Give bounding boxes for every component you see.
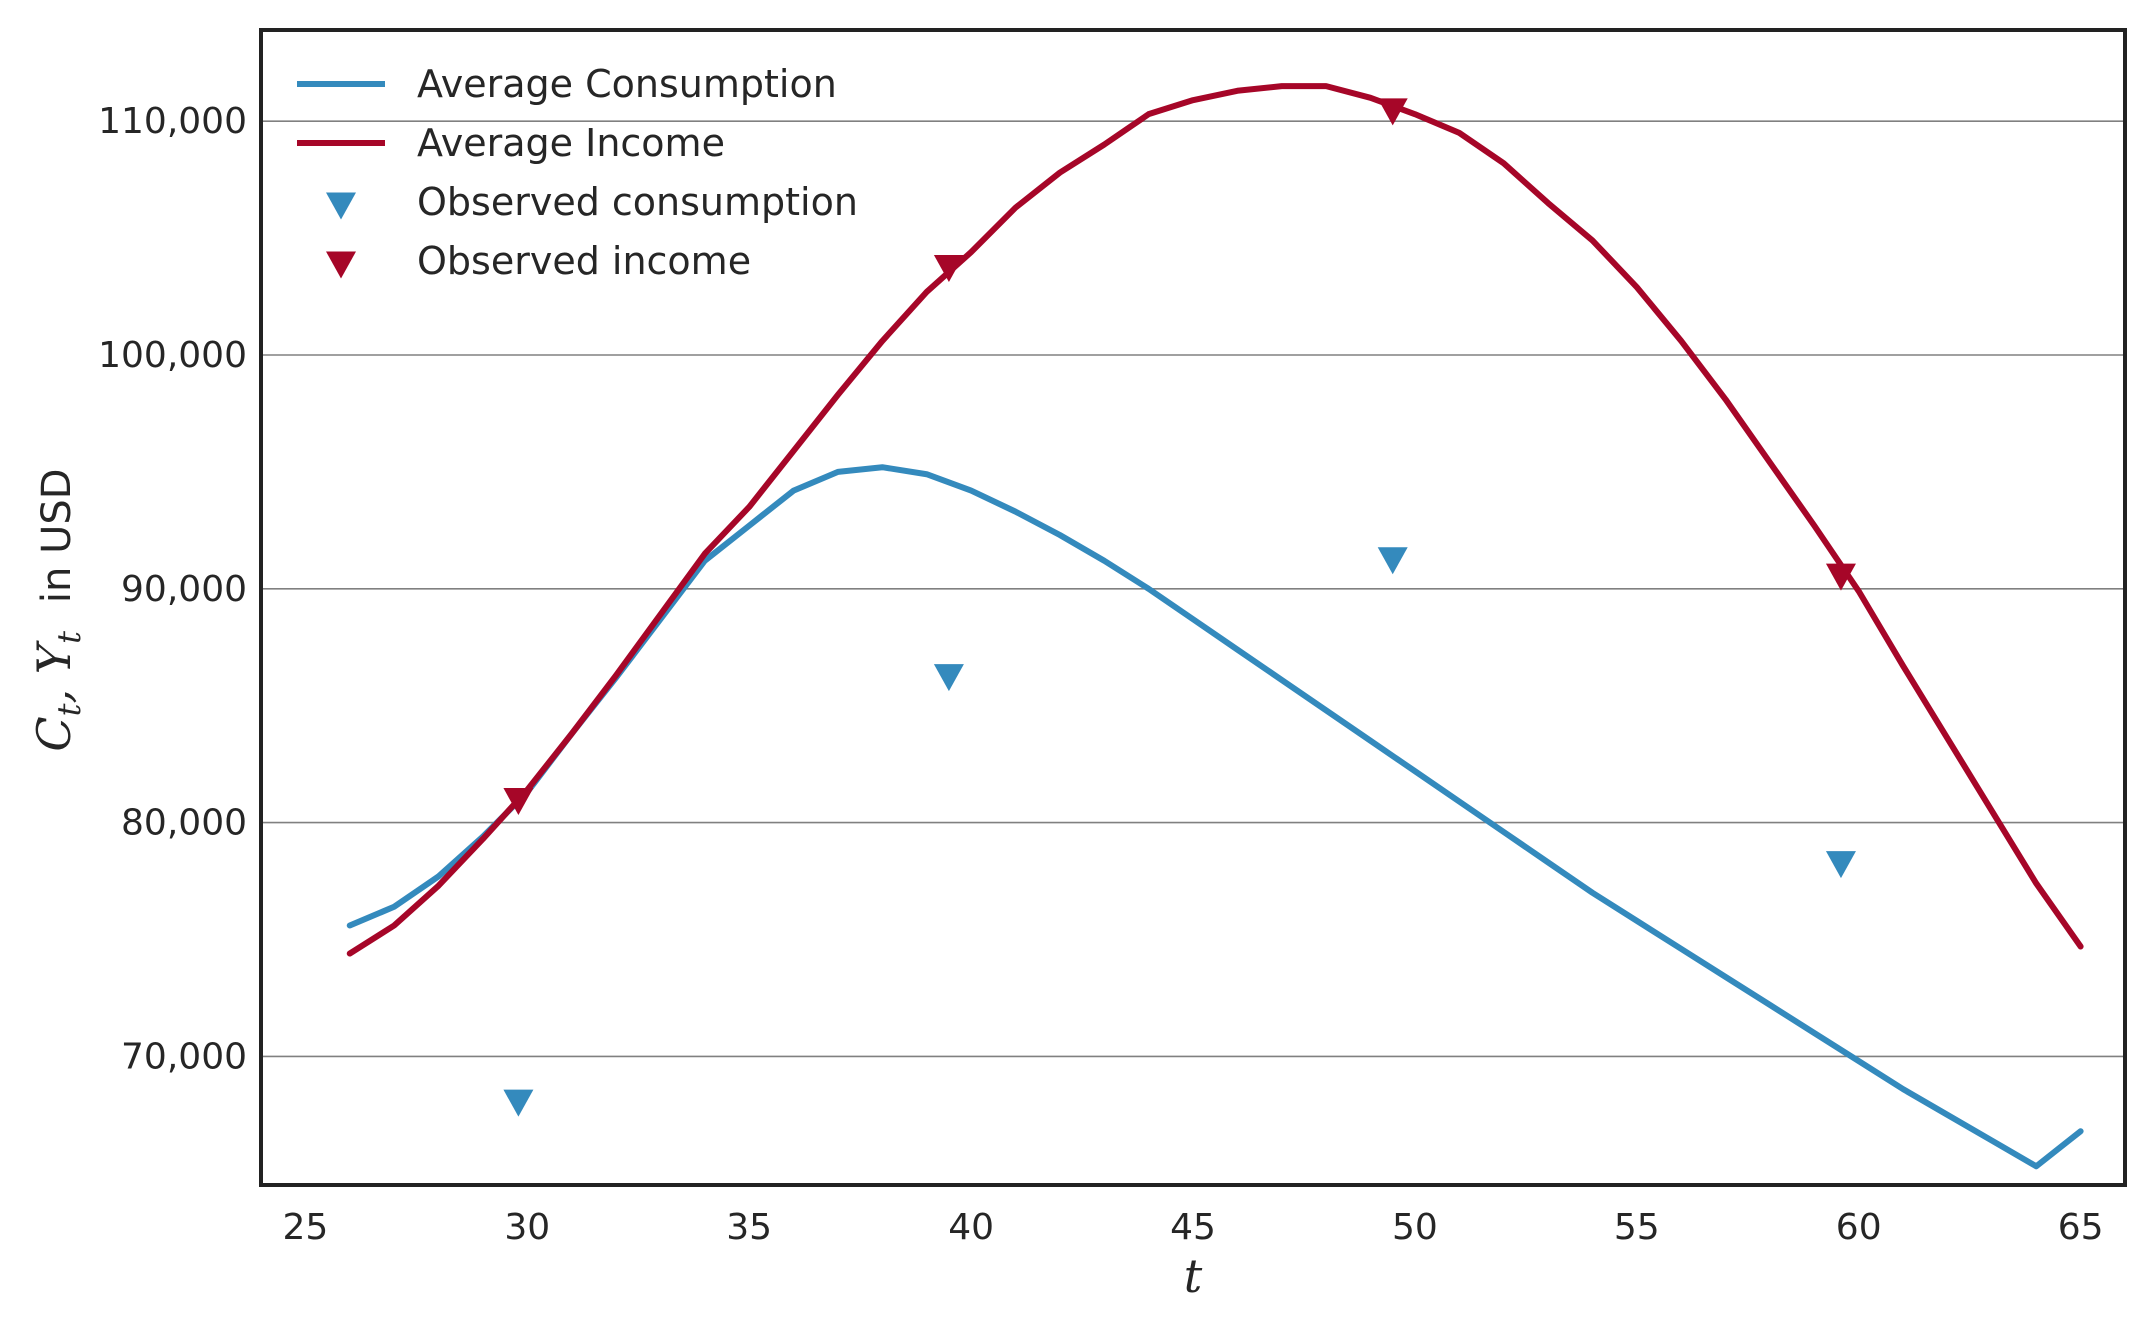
y-tick-label: 110,000: [98, 101, 247, 142]
y-axis-label: Ct, Yt in USD: [27, 468, 88, 751]
y-axis-label-comma: ,: [27, 674, 81, 703]
svg-text:Ct, Ytin USD: Ct, Yt in USD: [27, 468, 88, 751]
point-observed-income: [1825, 563, 1856, 591]
legend-swatch: [326, 251, 356, 279]
point-observed-income: [503, 788, 534, 816]
x-tick-label: 40: [948, 1207, 994, 1248]
x-axis-label: t: [1184, 1249, 1203, 1303]
y-axis-label-y: Y: [27, 639, 81, 674]
y-axis-label-c-sub: t: [50, 703, 88, 716]
x-tick-label: 50: [1392, 1207, 1438, 1248]
plot-frame: [259, 28, 2127, 1187]
x-tick-label: 65: [2058, 1207, 2104, 1248]
point-observed-income: [933, 254, 964, 282]
point-observed-income: [1377, 98, 1408, 126]
legend: Average Consumption Average Income Observe…: [297, 62, 858, 283]
y-axis-label-c: C: [27, 716, 81, 751]
plot-series: [346, 83, 2084, 1170]
legend-label: Observed consumption: [417, 180, 858, 224]
y-axis-label-units: in USD: [34, 468, 80, 603]
grid-lines: [261, 120, 2125, 1058]
series-line-average-income: [346, 83, 2084, 957]
point-observed-consumption: [503, 1089, 534, 1117]
legend-swatch: [326, 192, 356, 220]
y-tick-label: 90,000: [121, 569, 247, 610]
y-axis-label-y-sub: t: [50, 631, 88, 644]
point-observed-consumption: [1825, 851, 1856, 879]
y-tick-label: 100,000: [98, 335, 247, 376]
legend-label: Observed income: [417, 239, 751, 283]
x-tick-label: 30: [504, 1207, 550, 1248]
x-tick-label: 60: [1836, 1207, 1882, 1248]
y-axis-ticks: 70,000 80,000 90,000 100,000 110,000: [98, 101, 247, 1077]
x-tick-label: 45: [1170, 1207, 1216, 1248]
x-axis-ticks: 25 30 35 40 45 50 55 60 65: [282, 1207, 2103, 1248]
point-observed-consumption: [933, 664, 964, 692]
y-tick-label: 70,000: [121, 1036, 247, 1077]
x-tick-label: 25: [282, 1207, 328, 1248]
x-tick-label: 35: [726, 1207, 772, 1248]
x-tick-label: 55: [1614, 1207, 1660, 1248]
legend-label: Average Income: [417, 121, 725, 165]
legend-label: Average Consumption: [417, 62, 837, 106]
point-observed-consumption: [1377, 547, 1408, 575]
y-tick-label: 80,000: [121, 803, 247, 844]
